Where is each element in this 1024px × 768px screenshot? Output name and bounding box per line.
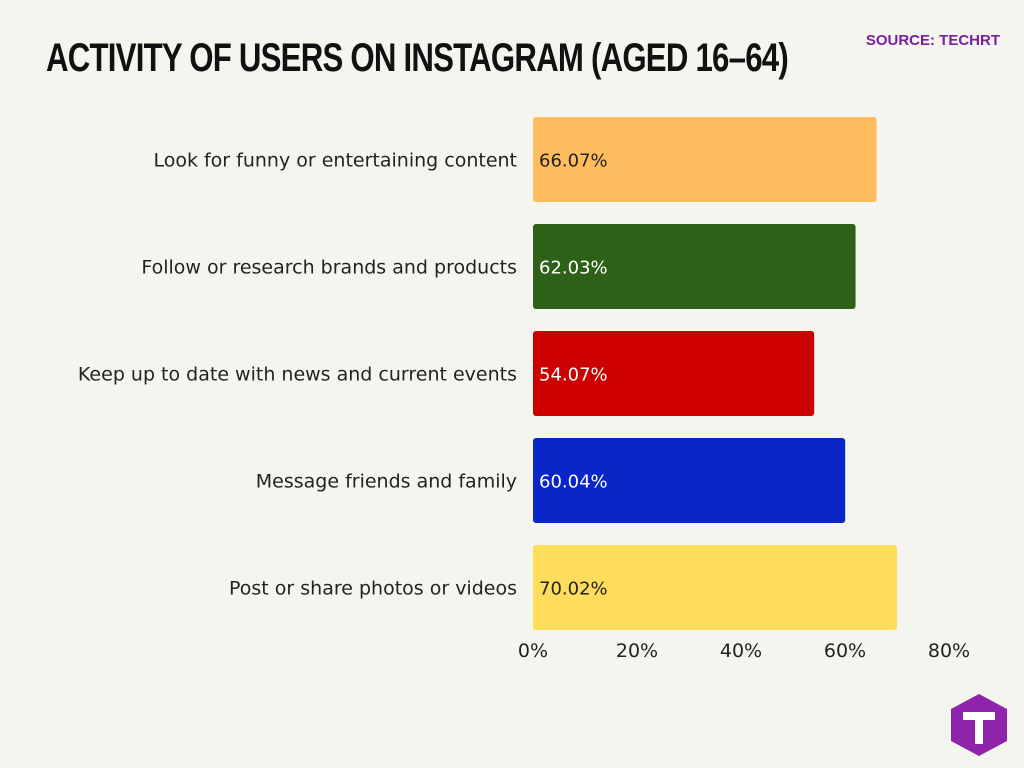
category-label: Follow or research brands and products xyxy=(141,257,517,279)
x-tick-label: 20% xyxy=(616,640,658,662)
bar-1 xyxy=(533,224,856,309)
value-label: 62.03% xyxy=(539,258,608,279)
value-label: 66.07% xyxy=(539,151,608,172)
source-label: SOURCE: TECHRT xyxy=(865,32,1000,49)
x-tick-label: 0% xyxy=(518,640,548,662)
value-label: 54.07% xyxy=(539,365,608,386)
chart-title: ACTIVITY OF USERS ON INSTAGRAM (AGED 16–… xyxy=(46,36,789,80)
bar-3 xyxy=(533,438,846,523)
x-tick-label: 80% xyxy=(928,640,970,662)
value-label: 60.04% xyxy=(539,472,608,493)
category-label: Post or share photos or videos xyxy=(229,578,517,600)
bar-4 xyxy=(533,545,898,630)
x-tick-label: 60% xyxy=(824,640,866,662)
category-label: Message friends and family xyxy=(256,471,517,493)
techrt-logo-icon xyxy=(951,694,1007,756)
bar-0 xyxy=(533,117,877,202)
category-label: Keep up to date with news and current ev… xyxy=(78,364,517,386)
category-label: Look for funny or entertaining content xyxy=(153,150,517,172)
x-tick-label: 40% xyxy=(720,640,762,662)
bar-2 xyxy=(533,331,815,416)
value-label: 70.02% xyxy=(539,579,608,600)
